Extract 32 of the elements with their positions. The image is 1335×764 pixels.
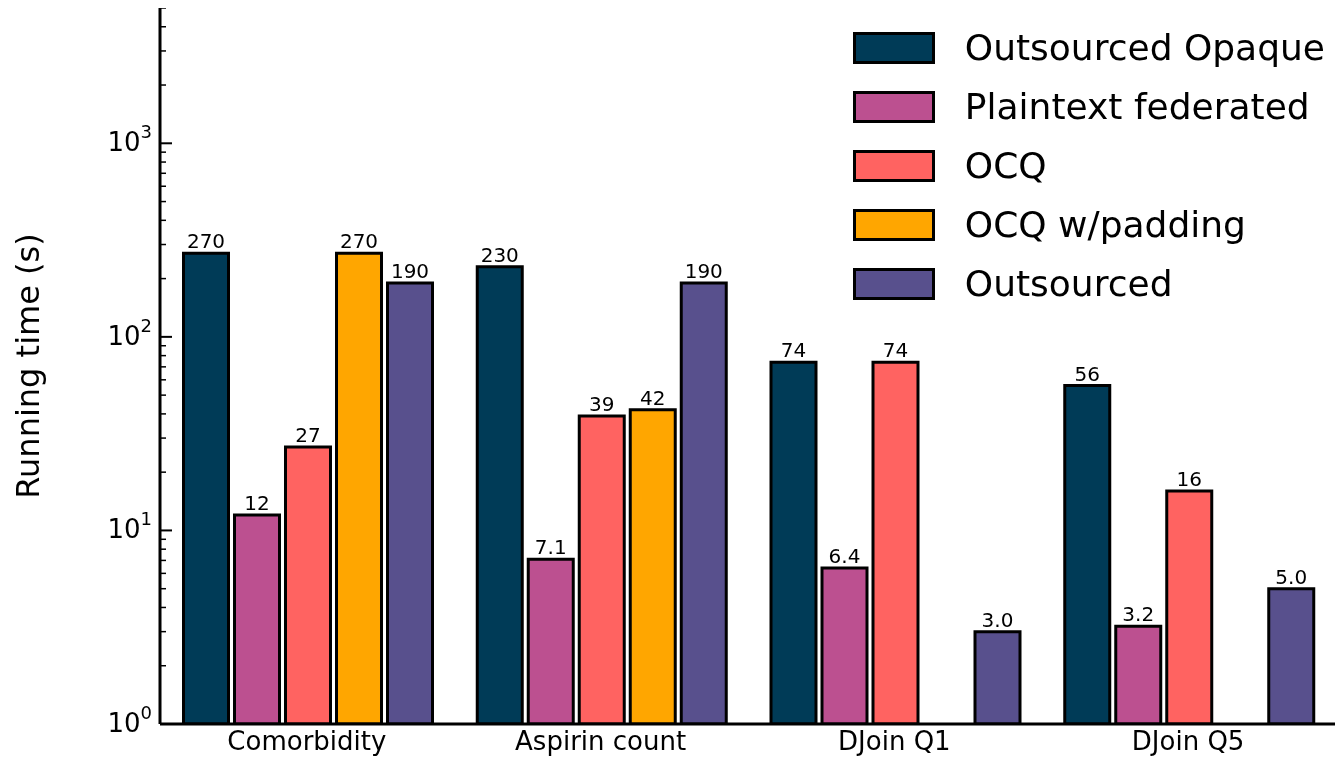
data-label: 12	[244, 491, 270, 516]
legend-label: Plaintext federated	[964, 86, 1310, 127]
data-label: 42	[640, 385, 666, 410]
legend-label: OCQ w/padding	[964, 204, 1246, 245]
x-tick-label: DJoin Q5	[1131, 726, 1245, 757]
data-label: 7.1	[534, 535, 567, 560]
legend-label: OCQ	[964, 145, 1047, 186]
x-tick-label: DJoin Q1	[838, 726, 951, 757]
data-label: 270	[339, 229, 379, 254]
data-label: 74	[780, 338, 807, 363]
data-label: 270	[186, 229, 226, 254]
y-tick-label: 10$^{3}$	[107, 120, 152, 157]
data-label: 190	[390, 258, 430, 283]
data-label: 39	[589, 392, 615, 417]
data-label: 6.4	[828, 543, 861, 568]
data-label: 5.0	[1275, 564, 1308, 589]
y-axis-title: Running time (s)	[9, 233, 48, 499]
data-label: 27	[295, 422, 321, 447]
data-label: 230	[480, 242, 519, 267]
legend-label: Outsourced Opaque	[964, 27, 1325, 68]
x-tick-label: Comorbidity	[227, 726, 387, 757]
y-tick-label: 10$^{2}$	[107, 314, 152, 351]
data-label: 3.2	[1122, 602, 1155, 627]
y-tick-label: 10$^{0}$	[107, 701, 152, 738]
data-label: 3.0	[981, 607, 1014, 632]
data-label: 56	[1074, 361, 1100, 386]
legend-label: Outsourced	[964, 263, 1173, 304]
data-label: 16	[1176, 466, 1202, 491]
y-tick-label: 10$^{1}$	[107, 507, 152, 544]
x-tick-label: Aspirin count	[515, 726, 687, 757]
data-label: 74	[882, 338, 909, 363]
data-label: 190	[684, 258, 723, 283]
